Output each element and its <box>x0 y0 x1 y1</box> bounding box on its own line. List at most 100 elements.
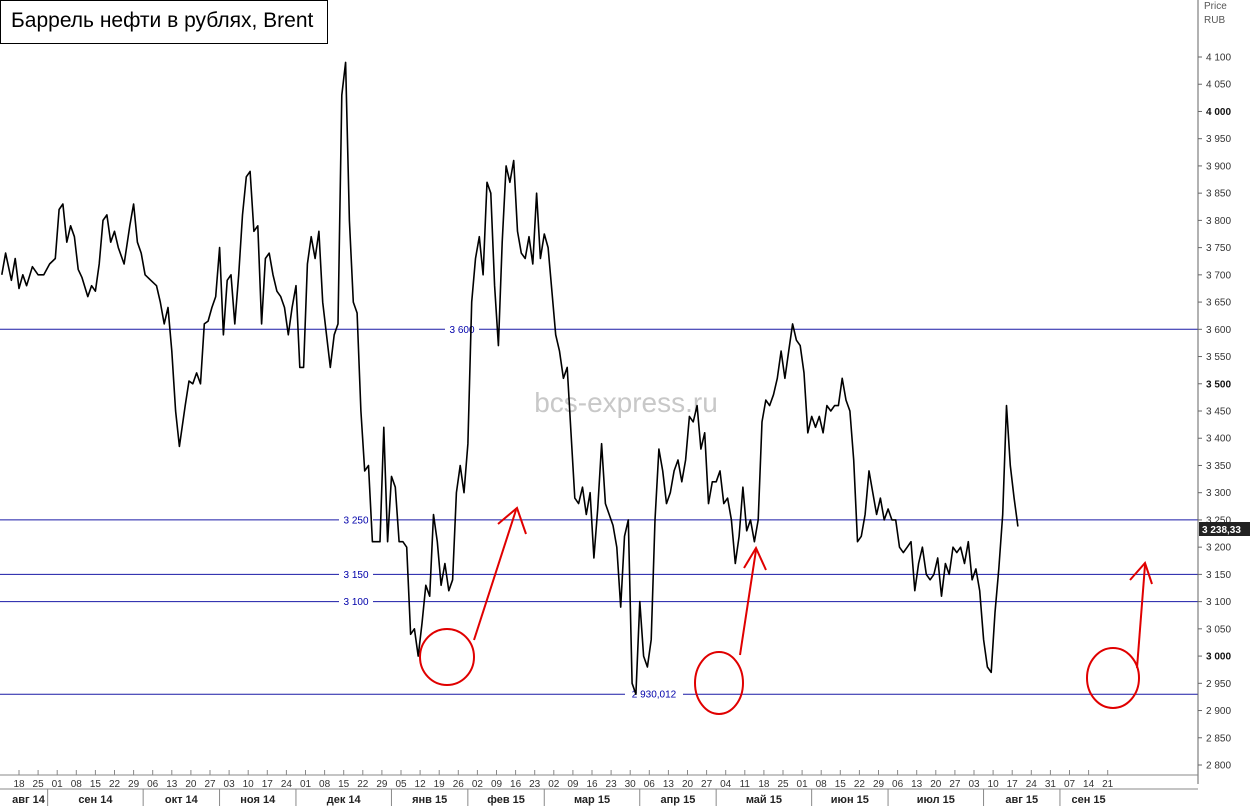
low-circle-april <box>694 651 744 715</box>
x-month-label: янв 15 <box>412 794 447 806</box>
up-arrow-january-head <box>497 506 527 535</box>
x-day-label: 29 <box>128 779 140 790</box>
y-tick-label: 2 900 <box>1206 706 1231 717</box>
x-day-label: 15 <box>835 779 847 790</box>
y-tick-label: 3 150 <box>1206 570 1231 581</box>
x-month-label: сен 14 <box>78 794 113 806</box>
y-tick-label: 3 250 <box>1206 515 1231 526</box>
y-tick-label: 3 450 <box>1206 407 1231 418</box>
x-day-label: 03 <box>968 779 980 790</box>
y-tick-label: 3 700 <box>1206 270 1231 281</box>
level-label-bg <box>339 595 373 607</box>
x-axis: 18 25 01 08 15 22 29 06 13 20 27 03 10 17 24 01 08 15 22 29… <box>0 770 1198 806</box>
x-day-label: 22 <box>854 779 866 790</box>
x-day-label: 22 <box>357 779 369 790</box>
x-day-label: 20 <box>682 779 694 790</box>
x-day-label: 06 <box>147 779 159 790</box>
y-tick-label: 2 800 <box>1206 761 1231 772</box>
x-day-label: 26 <box>453 779 465 790</box>
y-tick-label: 4 100 <box>1206 53 1231 64</box>
level-label: 3 150 <box>343 570 368 581</box>
x-day-label: 12 <box>415 779 427 790</box>
y-tick-label: 4 000 <box>1206 107 1231 118</box>
y-tick-label: 2 850 <box>1206 733 1231 744</box>
x-day-label: 08 <box>816 779 828 790</box>
x-day-label: 13 <box>166 779 178 790</box>
up-arrow-april-head <box>743 545 767 571</box>
last-price-label: 3 238,33 <box>1202 525 1241 536</box>
low-circle-august <box>1086 647 1140 709</box>
level-label: 3 250 <box>343 515 368 526</box>
x-month-label: авг 15 <box>1005 794 1038 806</box>
x-month-label: июн 15 <box>831 794 869 806</box>
level-label: 3 100 <box>343 597 368 608</box>
y-tick-label: 2 950 <box>1206 679 1231 690</box>
watermark: bcs-express.ru <box>534 387 718 418</box>
x-day-label: 22 <box>109 779 121 790</box>
y-tick-label: 3 950 <box>1206 134 1231 145</box>
x-day-label: 15 <box>338 779 350 790</box>
x-day-label: 01 <box>52 779 64 790</box>
y-tick-label: 3 000 <box>1206 652 1231 663</box>
x-day-label: 02 <box>472 779 484 790</box>
x-day-label: 17 <box>262 779 274 790</box>
x-month-label: май 15 <box>746 794 782 806</box>
x-day-label: 19 <box>434 779 446 790</box>
x-day-label: 20 <box>930 779 942 790</box>
y-axis: Price RUB 2 800 2 850 2 900 2 950 3 000 3 050… <box>1197 0 1231 784</box>
x-day-label: 11 <box>740 779 751 790</box>
x-day-label: 08 <box>319 779 331 790</box>
y-tick-label: 4 050 <box>1206 80 1231 91</box>
y-axis-unit-price: Price <box>1204 1 1227 12</box>
up-arrow-january-shaft <box>473 509 517 641</box>
last-price-box <box>1199 522 1250 536</box>
y-tick-label: 3 350 <box>1206 461 1231 472</box>
x-day-label: 25 <box>777 779 789 790</box>
x-day-label: 18 <box>13 779 25 790</box>
x-day-label: 15 <box>90 779 102 790</box>
x-day-label: 01 <box>300 779 312 790</box>
y-tick-label: 3 300 <box>1206 488 1231 499</box>
x-day-label: 02 <box>548 779 560 790</box>
low-circle-january <box>419 628 475 686</box>
x-day-label: 10 <box>988 779 1000 790</box>
x-day-label: 16 <box>510 779 522 790</box>
series-layer <box>1 61 1019 696</box>
level-label-bg <box>339 513 373 525</box>
x-day-label: 24 <box>281 779 293 790</box>
x-day-label: 13 <box>911 779 923 790</box>
x-day-label: 08 <box>71 779 83 790</box>
x-day-label: 18 <box>758 779 770 790</box>
x-month-label: дек 14 <box>327 794 362 806</box>
up-arrow-august-shaft <box>1136 564 1146 669</box>
y-tick-label: 3 800 <box>1206 216 1231 227</box>
x-day-label: 10 <box>243 779 255 790</box>
x-day-label: 16 <box>586 779 598 790</box>
x-month-label: сен 15 <box>1072 794 1106 806</box>
x-day-label: 23 <box>529 779 541 790</box>
chart-title: Баррель нефти в рублях, Brent <box>0 0 328 44</box>
x-month-label: фев 15 <box>487 794 525 806</box>
price-series-line <box>1 61 1019 696</box>
y-tick-label: 3 600 <box>1206 325 1231 336</box>
y-tick-label: 3 550 <box>1206 352 1231 363</box>
y-tick-label: 3 500 <box>1206 379 1231 390</box>
last-price-marker: 3 238,33 <box>1199 522 1250 536</box>
x-day-label: 27 <box>701 779 713 790</box>
x-month-label: окт 14 <box>165 794 199 806</box>
x-day-label: 04 <box>720 779 732 790</box>
x-day-label: 17 <box>1007 779 1019 790</box>
x-day-label: 27 <box>204 779 216 790</box>
annotations <box>419 506 1153 715</box>
x-day-label: 03 <box>224 779 236 790</box>
x-month-label: июл 15 <box>917 794 955 806</box>
x-month-label: авг 14 <box>12 794 46 806</box>
x-day-label: 20 <box>185 779 197 790</box>
up-arrow-april-shaft <box>739 549 757 656</box>
x-day-label: 07 <box>1064 779 1076 790</box>
x-day-label: 25 <box>33 779 45 790</box>
y-tick-label: 3 650 <box>1206 298 1231 309</box>
y-tick-label: 3 850 <box>1206 189 1231 200</box>
